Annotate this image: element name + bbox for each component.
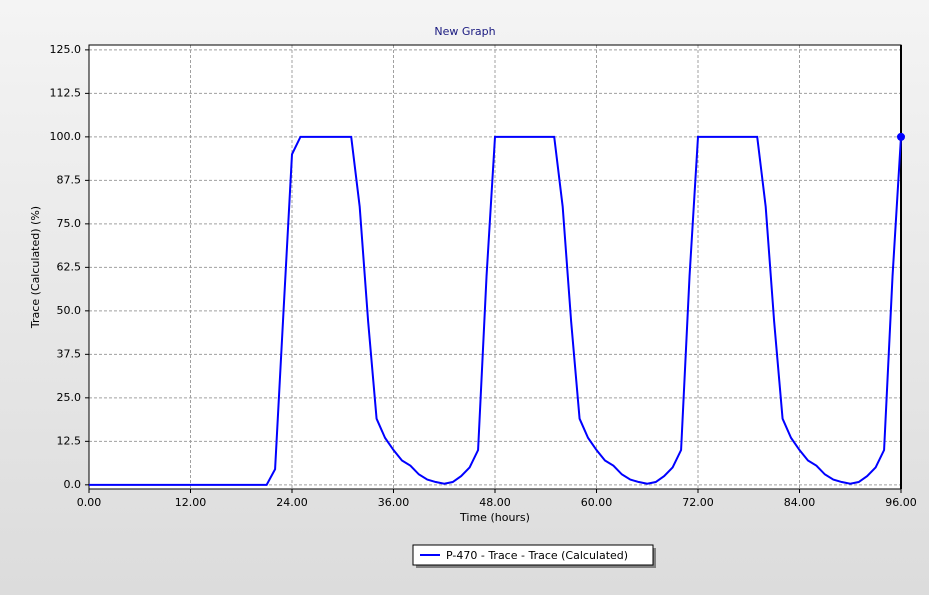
chart-title: New Graph: [434, 25, 495, 38]
y-tick-label: 87.5: [57, 173, 82, 186]
y-tick-label: 125.0: [50, 43, 82, 56]
x-tick-label: 24.00: [276, 496, 308, 509]
x-tick-label: 36.00: [378, 496, 410, 509]
x-tick-label: 96.00: [885, 496, 917, 509]
line-series: [89, 135, 902, 486]
y-axis-label: Trace (Calculated) (%): [29, 206, 42, 329]
y-tick-label: 50.0: [57, 304, 82, 317]
x-tick-label: 72.00: [682, 496, 714, 509]
y-tick-label: 75.0: [57, 217, 82, 230]
x-tick-label: 0.00: [77, 496, 102, 509]
y-tick-label: 100.0: [50, 130, 82, 143]
x-tick-label: 48.00: [479, 496, 511, 509]
legend-label: P-470 - Trace - Trace (Calculated): [446, 549, 628, 562]
x-axis-label: Time (hours): [459, 511, 530, 524]
x-tick-label: 84.00: [784, 496, 816, 509]
y-tick-label: 37.5: [57, 347, 82, 360]
y-tick-label: 0.0: [64, 478, 82, 491]
legend: [412, 544, 654, 566]
end-marker: [897, 132, 905, 141]
x-tick-label: 12.00: [175, 496, 207, 509]
y-tick-label: 62.5: [57, 260, 82, 273]
y-tick-label: 112.5: [50, 86, 82, 99]
y-tick-label: 25.0: [57, 391, 82, 404]
y-tick-label: 12.5: [57, 434, 82, 447]
x-tick-label: 60.00: [581, 496, 613, 509]
